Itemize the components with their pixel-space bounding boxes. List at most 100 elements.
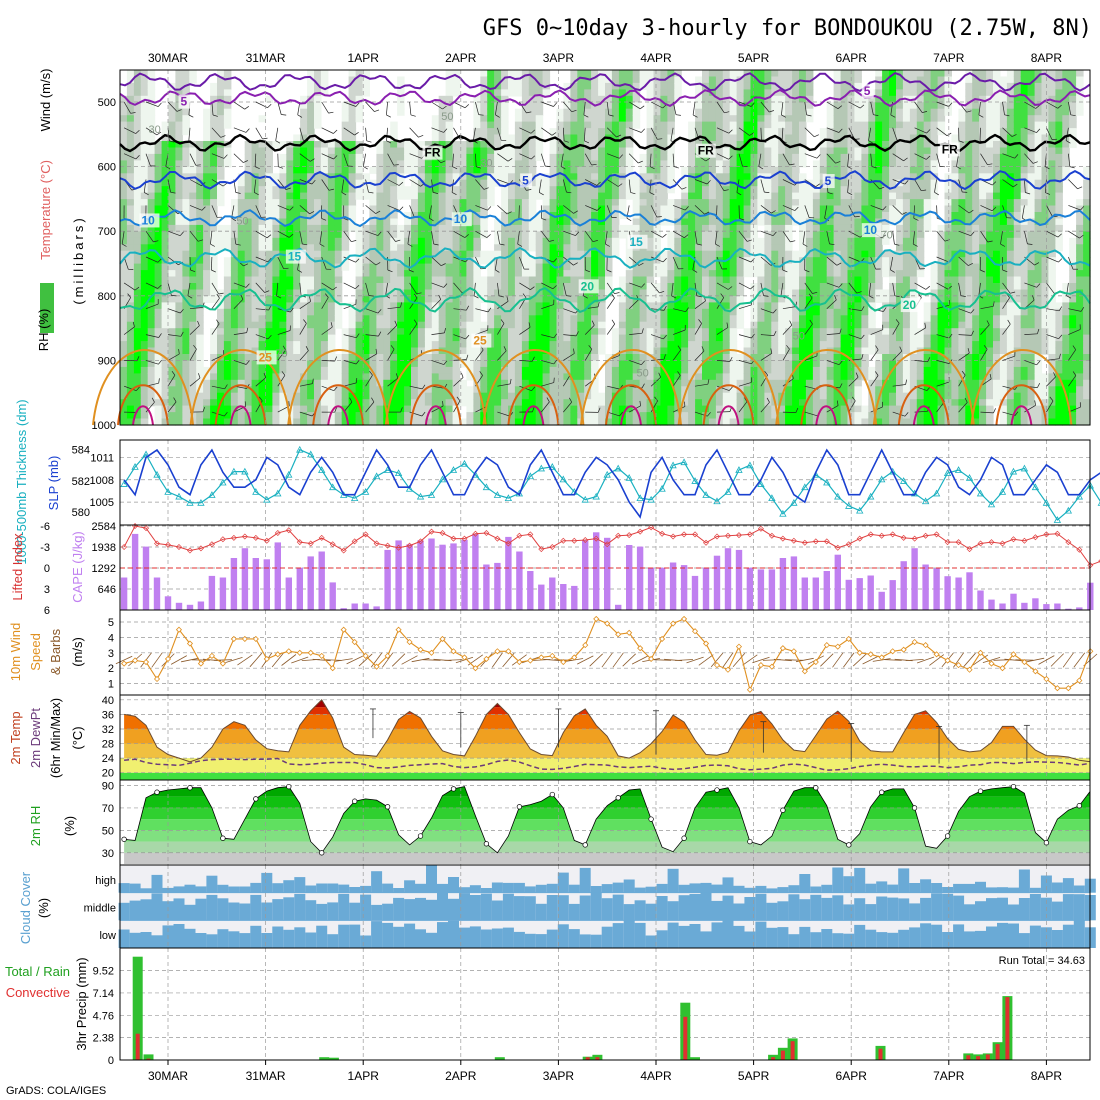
rh-shade-cell xyxy=(695,270,703,278)
rh-shade-cell xyxy=(535,386,544,394)
rh-shade-cell xyxy=(605,379,613,387)
rh-shade-cell xyxy=(702,166,710,174)
rh-shade-cell xyxy=(618,399,627,407)
rh-shade-cell xyxy=(459,231,467,239)
rh-shade-cell xyxy=(397,141,405,149)
rh-shade-cell xyxy=(390,373,398,381)
rh-shade-cell xyxy=(695,224,703,232)
rh-shade-cell xyxy=(383,289,391,297)
rh-shade-cell xyxy=(189,244,197,252)
rh-shade-cell xyxy=(258,334,267,342)
rh-shade-cell xyxy=(480,257,488,265)
rh-shade-cell xyxy=(591,108,599,116)
rh-shade-cell xyxy=(286,173,294,181)
rh-shade-cell xyxy=(480,192,488,200)
rh-shade-cell xyxy=(764,166,772,174)
rh-shade-cell xyxy=(521,315,530,323)
rh-shade-cell xyxy=(397,366,405,374)
rh-shade-cell xyxy=(778,128,786,136)
rh-shade-cell xyxy=(618,379,627,387)
rh-shade-cell xyxy=(487,308,495,316)
rh-shade-cell xyxy=(147,328,156,336)
rh-shade-cell xyxy=(300,160,308,168)
rh-shade-cell xyxy=(757,244,765,252)
rh-shade-cell xyxy=(376,315,384,323)
rh-shade-cell xyxy=(494,224,502,232)
rh-shade-cell xyxy=(126,257,135,265)
rh-shade-cell xyxy=(168,405,176,413)
rh-shade-cell xyxy=(473,360,481,368)
rh-shade-cell xyxy=(708,218,717,226)
rh-shade-cell xyxy=(722,289,731,297)
rh-shade-cell xyxy=(265,341,273,349)
rh-shade-cell xyxy=(618,186,627,194)
rh-shade-cell xyxy=(514,283,523,291)
rh-shade-cell xyxy=(265,205,273,213)
rh-shade-cell xyxy=(307,218,315,226)
rh-shade-cell xyxy=(792,373,800,381)
rh-shade-cell xyxy=(792,418,800,426)
rh-shade-cell xyxy=(799,270,807,278)
rh-shade-cell xyxy=(625,295,634,303)
rh-shade-cell xyxy=(792,166,800,174)
rh-shade-cell xyxy=(695,373,703,381)
rh-shade-cell xyxy=(411,334,419,342)
rh-shade-cell xyxy=(126,95,135,103)
rh-shade-cell xyxy=(272,328,280,336)
rh-shade-cell xyxy=(805,347,814,355)
rh-shade-cell xyxy=(223,263,232,271)
rh-shade-cell xyxy=(722,95,731,103)
rh-shade-cell xyxy=(466,295,474,303)
rh-shade-cell xyxy=(805,399,814,407)
rh-shade-cell xyxy=(279,289,287,297)
rh-shade-cell xyxy=(563,102,571,110)
rh-shade-cell xyxy=(279,257,287,265)
rh-shade-cell xyxy=(792,289,800,297)
rh-shade-cell xyxy=(307,392,315,400)
rh-shade-cell xyxy=(362,70,370,78)
rh-shade-cell xyxy=(196,392,204,400)
rh-shade-cell xyxy=(528,257,537,265)
rh-shade-cell xyxy=(556,218,564,226)
rh-shade-cell xyxy=(729,418,738,426)
rh-shade-cell xyxy=(639,418,648,426)
rh-shade-cell xyxy=(369,257,377,265)
rh-shade-cell xyxy=(653,366,661,374)
rh-shade-cell xyxy=(570,134,578,142)
rh-shade-cell xyxy=(514,354,523,362)
rh-shade-cell xyxy=(417,308,426,316)
rh-shade-cell xyxy=(805,405,814,413)
rh-shade-cell xyxy=(230,321,239,329)
rh-shade-cell xyxy=(244,250,253,258)
rh-shade-cell xyxy=(618,315,627,323)
rh-shade-cell xyxy=(771,334,779,342)
rh-shade-cell xyxy=(452,205,461,213)
rh-shade-cell xyxy=(715,315,724,323)
rh-shade-cell xyxy=(223,341,232,349)
rh-shade-cell xyxy=(591,186,599,194)
rh-shade-cell xyxy=(383,263,391,271)
rh-shade-cell xyxy=(549,379,558,387)
rh-shade-cell xyxy=(376,347,384,355)
rh-shade-cell xyxy=(279,205,287,213)
rh-shade-cell xyxy=(196,412,204,420)
rh-shade-cell xyxy=(508,160,516,168)
rh-shade-cell xyxy=(584,108,592,116)
rh-shade-cell xyxy=(819,341,828,349)
rh-shade-cell xyxy=(508,270,516,278)
rh-shade-cell xyxy=(521,141,530,149)
rh-shade-cell xyxy=(812,212,821,220)
rh-shade-cell xyxy=(300,244,308,252)
rh-shade-cell xyxy=(819,379,828,387)
rh-shade-cell xyxy=(244,321,253,329)
rh-shade-cell xyxy=(563,283,571,291)
rh-shade-cell xyxy=(293,160,301,168)
rh-shade-cell xyxy=(667,270,675,278)
rh-shade-cell xyxy=(140,205,149,213)
rh-shade-cell xyxy=(445,283,454,291)
rh-shade-cell xyxy=(598,76,606,84)
rh-shade-cell xyxy=(826,218,835,226)
rh-shade-cell xyxy=(272,341,280,349)
rh-shade-cell xyxy=(618,199,627,207)
rh-shade-cell xyxy=(799,334,807,342)
